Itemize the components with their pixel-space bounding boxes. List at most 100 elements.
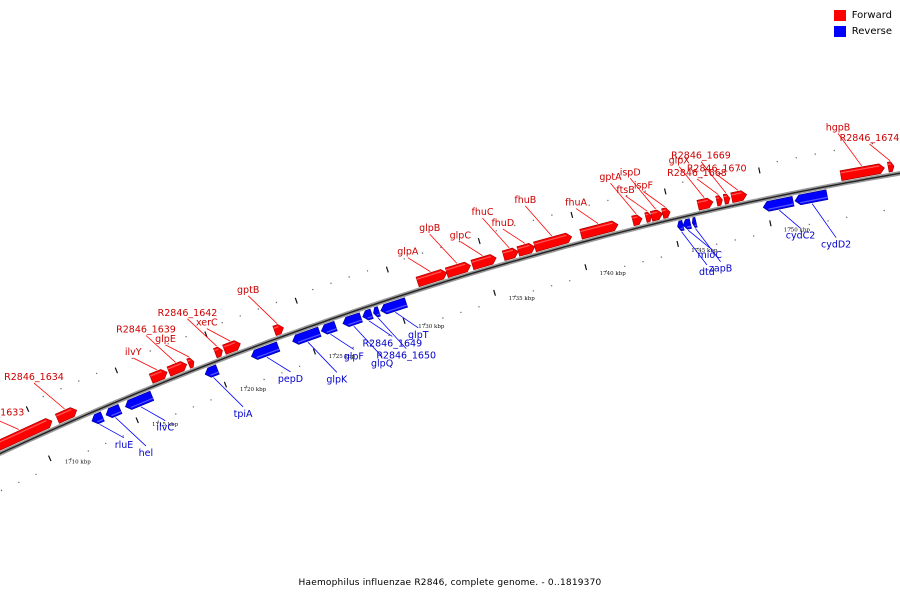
gene-arrow-glpQ	[342, 312, 363, 328]
minor-dot	[846, 216, 848, 218]
gene-shine	[273, 325, 279, 329]
gene-label-hel: hel	[139, 448, 154, 459]
gene-label-glpA: glpA	[397, 247, 419, 258]
gene-label-fhuA: fhuA	[565, 198, 587, 209]
gene-arrow-ilvC	[125, 390, 155, 410]
genome-caption: Haemophilus influenzae R2846, complete g…	[298, 578, 602, 588]
leader-gptB	[247, 295, 278, 324]
minor-dot	[424, 323, 426, 325]
tick-inner	[676, 240, 679, 248]
minor-dot	[210, 399, 212, 401]
leader-ftsB	[625, 195, 648, 212]
minor-dot	[7, 411, 9, 414]
minor-dot	[421, 252, 424, 254]
minor-dot	[366, 270, 369, 272]
leader-tpiA	[213, 377, 244, 408]
gene-arrow-R2846_1633	[0, 418, 53, 451]
gene-arrow-rluE	[91, 411, 105, 425]
tick-outer	[385, 266, 389, 273]
minor-dot	[776, 160, 778, 163]
gene-arrow-glpT	[380, 297, 408, 315]
gene-label-pepD: pepD	[278, 374, 303, 385]
gene-shine	[0, 419, 47, 443]
gene-shine	[533, 234, 567, 245]
genome-axis: 1710 kbp 1715 kbp 1720 kbp 1725 kbp 1730 kbp…	[0, 167, 900, 466]
gene-label-R2846_1633: R2846_1633	[0, 408, 24, 419]
gene-shine	[385, 304, 408, 313]
minor-dot	[719, 172, 722, 175]
minor-dot	[192, 406, 195, 408]
tick-label: 1745 kbp	[691, 248, 718, 254]
minor-dot	[814, 153, 816, 155]
gene-label-glpT: glpT	[408, 330, 429, 341]
leader-ilvC	[140, 406, 166, 421]
legend-item-forward: Forward	[833, 8, 892, 22]
gene-label-glpB: glpB	[419, 223, 440, 234]
minor-dot	[149, 350, 151, 352]
minor-dot	[624, 265, 626, 267]
minor-dot	[716, 243, 718, 245]
minor-dot	[833, 149, 835, 152]
minor-dot	[734, 239, 736, 241]
gene-arrow-fhuC	[501, 247, 519, 261]
gene-arrow-ispF	[661, 207, 671, 219]
gene-arrow-R2846_1668	[715, 195, 723, 207]
leader-fhuD	[502, 228, 526, 244]
gene-shine	[800, 196, 828, 204]
gene-label-ilvY: ilvY	[125, 347, 142, 358]
gene-shine	[686, 225, 692, 228]
minor-dot	[532, 219, 535, 221]
gene-label-fhuC: fhuC	[471, 207, 493, 218]
gene-shine	[768, 203, 794, 210]
forward-swatch	[833, 9, 846, 21]
minor-dot	[263, 378, 265, 381]
leader-R2846_1649	[368, 320, 393, 337]
gene-label-mioC: mioC	[698, 250, 723, 261]
gene-label-cydD2: cydD2	[821, 240, 851, 251]
leader-hel	[115, 417, 147, 447]
leader-glpE	[165, 344, 190, 358]
minor-dot	[78, 380, 80, 382]
minor-dot	[298, 365, 301, 368]
gene-arrow-glpB	[444, 261, 471, 278]
gene-arrow-R2846_1670	[730, 190, 748, 204]
gene-arrow-fhuB	[533, 232, 573, 253]
gene-shine	[326, 328, 337, 333]
leader-glpQ	[353, 325, 383, 357]
gene-shine	[187, 359, 191, 362]
gene-label-glpE: glpE	[155, 334, 176, 345]
tick-label: 1750 kbp	[784, 228, 811, 234]
gene-arrow-R2846_1642	[213, 346, 223, 359]
gene-shine	[376, 313, 381, 316]
tick-outer	[758, 167, 761, 174]
gene-shine	[256, 348, 280, 359]
tick-inner	[584, 264, 588, 271]
gene-shine	[580, 222, 613, 233]
gene-label-ispF: ispF	[634, 181, 653, 192]
gene-shine	[731, 192, 742, 196]
gene-shine	[471, 255, 491, 263]
tick-outer	[570, 211, 574, 219]
leader-ispD	[629, 178, 656, 210]
gene-arrow-zapB	[691, 216, 698, 228]
leader-cydC2	[779, 209, 801, 229]
tick-inner	[769, 220, 772, 227]
minor-dot	[701, 177, 703, 179]
tick-inner	[223, 381, 228, 388]
leader-mioC	[687, 229, 710, 249]
minor-dot	[495, 230, 497, 232]
gene-label-xerC: xerC	[196, 318, 218, 329]
minor-dot	[458, 241, 461, 243]
gene-label-dtd: dtd	[699, 267, 715, 278]
gene-arrow-glpF	[320, 320, 338, 335]
minor-dot	[644, 190, 646, 192]
legend-forward-label: Forward	[851, 9, 892, 21]
minor-dot	[753, 235, 755, 237]
minor-dot	[682, 181, 684, 183]
gene-label-tpiA: tpiA	[234, 409, 253, 420]
minor-dot	[460, 311, 462, 314]
leader-xerC	[206, 328, 231, 342]
legend-item-reverse: Reverse	[833, 24, 892, 38]
minor-dot	[0, 489, 3, 492]
